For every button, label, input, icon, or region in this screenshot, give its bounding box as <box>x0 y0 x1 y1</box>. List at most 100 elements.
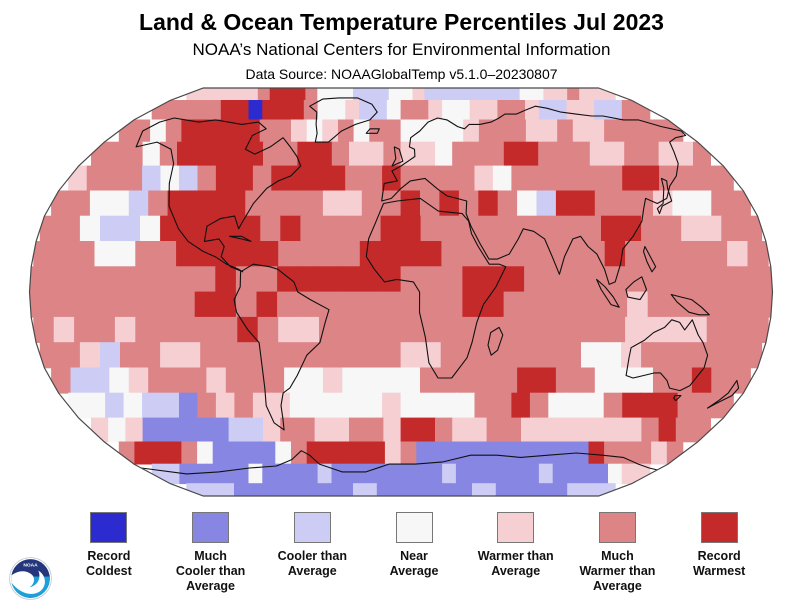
map-cell <box>624 417 643 443</box>
map-cell <box>416 119 433 143</box>
map-cell <box>245 417 264 443</box>
map-cell <box>696 165 716 192</box>
map-cell <box>474 392 494 419</box>
map-cell <box>572 141 591 167</box>
map-cell <box>741 342 763 369</box>
map-cell <box>176 241 198 268</box>
map-cell <box>540 342 562 369</box>
coastline-australia <box>625 319 709 392</box>
map-cell <box>525 100 540 121</box>
logo-text: NOAA <box>23 562 38 568</box>
map-cell <box>691 367 713 394</box>
map-cell <box>563 316 586 343</box>
map-cell <box>165 441 183 465</box>
map-cell <box>112 291 134 318</box>
map-cell <box>372 100 388 121</box>
map-cell <box>591 483 604 496</box>
map-cell <box>659 165 679 192</box>
map-cell <box>341 88 354 101</box>
map-cell <box>536 367 557 394</box>
map-cell <box>234 463 250 485</box>
map-cell <box>701 342 722 369</box>
map-cell <box>607 141 625 167</box>
map-cell <box>245 483 259 496</box>
map-cell <box>109 190 130 217</box>
map-cell <box>256 266 278 293</box>
map-cell <box>589 417 608 443</box>
map-cell <box>262 100 277 121</box>
map-cell <box>603 165 623 192</box>
map-cell <box>548 165 568 192</box>
map-cell <box>359 463 374 485</box>
map-cell <box>420 190 441 217</box>
coastline-britain <box>391 146 404 167</box>
map-cell <box>206 367 227 394</box>
map-cell <box>263 417 281 443</box>
map-cell <box>342 190 363 217</box>
map-cell <box>153 266 175 293</box>
map-cell <box>709 291 731 318</box>
legend-swatch <box>90 512 128 543</box>
map-cell <box>529 165 550 192</box>
map-cell <box>228 119 245 143</box>
legend-label: Record Warmest <box>693 549 746 578</box>
map-cell <box>317 88 330 101</box>
map-cell <box>308 165 328 192</box>
map-cell <box>581 215 602 242</box>
map-cell <box>331 463 347 485</box>
legend-label: Record Coldest <box>85 549 132 578</box>
map-cell <box>555 88 568 101</box>
map-cell <box>431 441 449 465</box>
map-cell <box>320 342 342 369</box>
map-cell <box>215 266 237 293</box>
map-cell <box>329 483 342 496</box>
map-cell <box>291 119 308 143</box>
map-cell <box>511 100 526 121</box>
map-cell <box>33 316 55 343</box>
map-cell <box>142 392 162 419</box>
map-cell <box>300 342 322 369</box>
map-cell <box>105 392 125 419</box>
map-cell <box>503 266 525 293</box>
map-cell <box>431 119 449 143</box>
map-cell <box>421 266 443 293</box>
map-cell <box>419 392 439 419</box>
map-cell <box>326 392 346 419</box>
legend-swatch <box>293 512 331 543</box>
map-cell <box>319 316 341 343</box>
coastline-sumatra <box>596 278 620 308</box>
map-cell <box>210 88 223 101</box>
map-cell <box>424 483 438 496</box>
map-cell <box>416 441 433 465</box>
map-cell <box>225 190 246 217</box>
map-cell <box>380 241 402 268</box>
map-cell <box>486 417 505 443</box>
map-cell <box>424 88 438 101</box>
coastline-south-america <box>233 263 330 431</box>
map-cell <box>538 463 554 485</box>
map-cell <box>51 190 72 217</box>
map-cell <box>381 367 402 394</box>
map-cell <box>297 417 316 443</box>
map-cell <box>665 316 688 343</box>
map-cell <box>543 88 557 101</box>
map-cell <box>503 291 525 318</box>
map-cell <box>721 215 743 242</box>
map-cell <box>447 441 465 465</box>
coastline-eurasia <box>381 105 687 285</box>
map-cell <box>647 266 670 293</box>
map-cell <box>275 441 292 465</box>
legend: Record Coldest Much Cooler than Average Coole… <box>58 512 770 594</box>
map-cell <box>319 241 341 268</box>
map-cell <box>540 215 562 242</box>
map-cell <box>359 316 381 343</box>
map-cell <box>30 291 52 318</box>
map-cell <box>500 215 522 242</box>
map-cell <box>215 392 236 419</box>
legend-label: Much Warmer than Average <box>579 549 656 593</box>
map-cell <box>320 215 342 242</box>
map-cell <box>575 367 596 394</box>
map-cell <box>400 291 422 318</box>
map-cell <box>658 141 677 167</box>
map-cell <box>114 316 137 343</box>
